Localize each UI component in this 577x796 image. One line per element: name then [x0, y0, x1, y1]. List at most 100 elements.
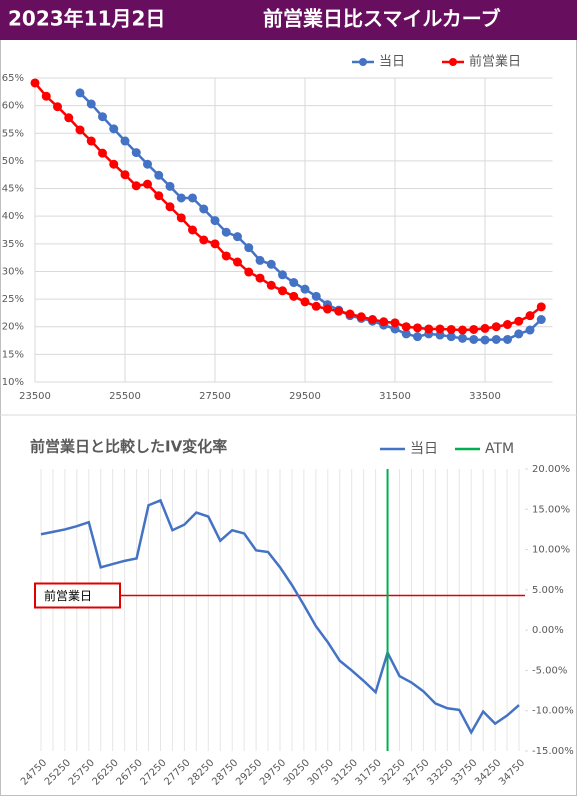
- x-tick-label: 33500: [469, 391, 501, 402]
- y2-tick-label: 0.00%: [532, 625, 564, 636]
- header-date: 2023年11月2日: [8, 7, 165, 31]
- point: [165, 202, 175, 212]
- y-tick-label: 55%: [2, 128, 24, 139]
- point: [503, 320, 512, 330]
- point: [86, 136, 96, 146]
- point: [323, 304, 332, 314]
- point: [413, 332, 422, 342]
- point: [64, 113, 74, 123]
- point: [536, 302, 546, 312]
- point: [154, 170, 164, 180]
- point: [368, 315, 377, 325]
- x-tick-label: 29500: [289, 391, 321, 402]
- point: [379, 317, 389, 327]
- point: [176, 213, 186, 223]
- point: [98, 112, 107, 122]
- point: [525, 311, 535, 321]
- point: [75, 125, 85, 135]
- x-tick-label: 23500: [19, 391, 51, 402]
- point: [458, 333, 467, 343]
- point: [503, 334, 512, 344]
- point: [221, 227, 231, 237]
- y-tick-label: 30%: [2, 266, 24, 277]
- point: [199, 235, 209, 245]
- point: [289, 278, 299, 288]
- point: [120, 170, 130, 180]
- point: [289, 291, 299, 301]
- point: [143, 159, 152, 169]
- point: [469, 324, 479, 334]
- chart-title: 前営業日と比較したIV変化率: [30, 438, 227, 456]
- point: [41, 91, 51, 101]
- point: [221, 251, 231, 261]
- point: [278, 270, 287, 280]
- point: [469, 334, 479, 344]
- point: [210, 239, 220, 249]
- legend-label: ATM: [485, 441, 514, 457]
- y-tick-label: 15%: [2, 349, 24, 360]
- point: [413, 323, 422, 333]
- y2-tick-label: -10.00%: [532, 706, 574, 717]
- legend-label: 当日: [410, 441, 438, 457]
- point: [356, 312, 366, 322]
- point: [210, 216, 220, 226]
- y2-tick-label: 15.00%: [532, 504, 570, 515]
- point: [154, 191, 164, 201]
- point: [53, 102, 62, 112]
- point: [131, 181, 141, 191]
- y-tick-label: 60%: [2, 101, 24, 112]
- point: [176, 193, 186, 203]
- point: [514, 329, 524, 339]
- y-tick-label: 40%: [2, 211, 24, 222]
- legend-marker: [449, 58, 457, 66]
- point: [514, 316, 524, 326]
- point: [30, 78, 40, 88]
- point: [233, 232, 242, 242]
- point: [446, 324, 456, 334]
- point: [300, 297, 310, 307]
- point: [188, 193, 197, 203]
- point: [491, 334, 501, 344]
- point: [300, 284, 310, 294]
- point: [165, 181, 175, 191]
- point: [278, 286, 287, 296]
- point: [480, 323, 490, 333]
- point: [491, 322, 501, 332]
- point: [109, 159, 119, 169]
- point: [458, 325, 467, 335]
- legend-label: 当日: [379, 55, 405, 70]
- point: [199, 204, 209, 214]
- series-line: [40, 498, 520, 736]
- header-title: 前営業日比スマイルカーブ: [263, 7, 501, 31]
- y-tick-label: 65%: [2, 73, 24, 84]
- point: [334, 306, 344, 316]
- y-tick-label: 20%: [2, 322, 24, 333]
- point: [345, 309, 355, 319]
- point: [480, 335, 490, 345]
- point: [255, 273, 265, 283]
- x-tick-label: 25500: [109, 391, 141, 402]
- point: [525, 325, 535, 335]
- point: [233, 257, 242, 267]
- header-band: [0, 0, 577, 40]
- point: [86, 99, 96, 109]
- point: [109, 124, 119, 134]
- y-tick-label: 45%: [2, 184, 24, 195]
- point: [390, 318, 400, 328]
- point: [255, 255, 265, 265]
- point: [143, 179, 152, 189]
- legend-label: 前営業日: [469, 54, 521, 70]
- x-tick-label: 27500: [199, 391, 231, 402]
- point: [424, 324, 434, 334]
- legend-marker: [359, 58, 367, 66]
- y-tick-label: 25%: [2, 294, 24, 305]
- series-line: [34, 82, 543, 332]
- point: [311, 301, 321, 311]
- point: [75, 88, 85, 98]
- point: [266, 259, 276, 269]
- y2-tick-label: 10.00%: [532, 545, 570, 556]
- point: [401, 322, 411, 332]
- point: [435, 324, 445, 334]
- y2-tick-label: -5.00%: [532, 665, 567, 676]
